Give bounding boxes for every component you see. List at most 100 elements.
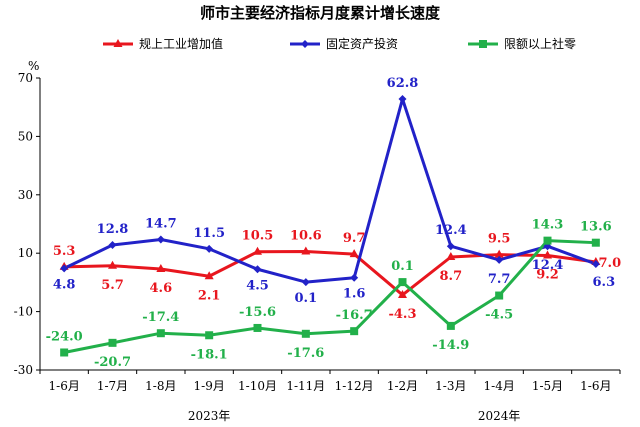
data-label: -16.7 [336,308,373,323]
x-tick-label: 1-4月 [484,379,515,393]
data-label: 9.7 [343,231,366,246]
data-label: 5.7 [101,278,124,293]
data-label: 10.6 [290,228,322,243]
data-label: 12.4 [532,258,564,273]
x-tick-label: 1-9月 [194,379,225,393]
data-point [543,250,552,259]
y-tick-label: 30 [18,188,33,202]
data-point [350,327,359,336]
y-axis-unit: % [28,59,39,73]
x-tick-label: 1-6月 [49,379,80,393]
data-label: 12.4 [435,223,467,238]
data-point [591,260,600,269]
legend-marker [301,40,309,48]
data-point [156,235,165,244]
data-label: 11.5 [193,226,225,241]
x-tick-label: 1-8月 [145,379,176,393]
data-label: 8.7 [440,269,463,284]
data-point [108,260,117,269]
data-label: 7.7 [488,272,511,287]
y-tick-label: 10 [18,246,33,260]
x-tick-label: 1-7月 [97,379,128,393]
data-point [253,323,262,332]
data-label: -15.6 [239,305,276,320]
data-point [349,249,359,258]
x-tick-label: 1-11月 [286,379,325,393]
series-markers [59,95,601,357]
data-point [253,265,262,274]
data-labels: 5.3 5.7 4.6 2.1 10.5 10.6 9.7 -4.3 8.7 9.5 9.2 7.0 4… [46,76,622,370]
x-tick-label: 1-5月 [532,379,563,393]
data-point [156,263,166,272]
legend: 规上工业增加值 固定资产投资 限额以上社零 [103,36,576,51]
data-point [398,278,407,287]
data-label: 7.0 [599,256,622,271]
data-label: -20.7 [94,355,131,370]
data-label: 5.3 [53,244,76,259]
series-line [63,239,596,354]
data-label: 9.5 [488,232,511,247]
legend-label: 限额以上社零 [504,36,576,51]
data-label: 4.5 [246,278,269,293]
data-label: 9.2 [536,268,559,283]
legend-marker [113,39,123,47]
data-label: 4.8 [53,277,76,292]
year-group-label: 2023年 [188,409,231,423]
data-label: -17.4 [142,310,179,325]
data-point [60,264,69,273]
x-tick-label: 1-10月 [238,379,277,393]
data-label: -4.5 [485,308,513,323]
data-point [60,348,69,357]
data-point [591,238,600,247]
data-label: 0.1 [391,259,414,274]
data-label: 62.8 [387,76,419,91]
data-point [398,95,407,104]
data-point [301,278,310,287]
data-point [543,236,552,245]
y-tick-label: -30 [14,363,33,377]
data-label: -24.0 [46,329,83,344]
data-label: -17.6 [287,346,324,361]
data-point [446,242,455,251]
y-tick-label: -10 [14,305,33,319]
y-tick-label: 50 [18,129,33,143]
series-lines [63,97,597,354]
data-point [108,241,117,250]
series-line [63,97,597,284]
data-point [495,291,504,300]
data-point [156,329,165,338]
year-group-label: 2024年 [478,409,521,423]
x-tick-label: 1-12月 [335,379,374,393]
data-point [205,331,214,340]
data-label: -4.3 [388,307,416,322]
data-label: 4.6 [150,281,173,296]
data-label: -14.9 [432,338,469,353]
data-label: -18.1 [191,347,228,362]
data-label: 14.3 [532,218,564,233]
data-point [253,246,262,255]
data-point [495,255,504,264]
data-label: 1.6 [343,287,366,302]
chart-title: 师市主要经济指标月度累计增长速度 [200,4,441,22]
legend-label: 规上工业增加值 [139,36,223,51]
data-point [446,251,456,260]
data-point [301,329,310,338]
data-label: 10.5 [242,229,274,244]
data-point [108,338,117,347]
x-tick-label: 1-6月 [580,379,611,393]
data-point [350,273,359,282]
data-label: 2.1 [198,288,221,303]
data-label: 14.7 [145,216,177,231]
data-point [494,249,504,258]
data-label: 12.8 [97,222,129,237]
legend-label: 固定资产投资 [326,36,398,51]
data-label: 6.3 [593,275,616,290]
y-tick-label: 70 [18,71,33,85]
data-label: 13.6 [580,220,612,235]
x-tick-label: 1-2月 [387,379,418,393]
data-point [398,289,407,298]
axes: -30 -10 10 30 50 70 1-6月 1-7月 1-8月 1-9月 1-10月 1-11月… [14,71,621,423]
data-point [446,321,455,330]
data-point [204,271,214,280]
